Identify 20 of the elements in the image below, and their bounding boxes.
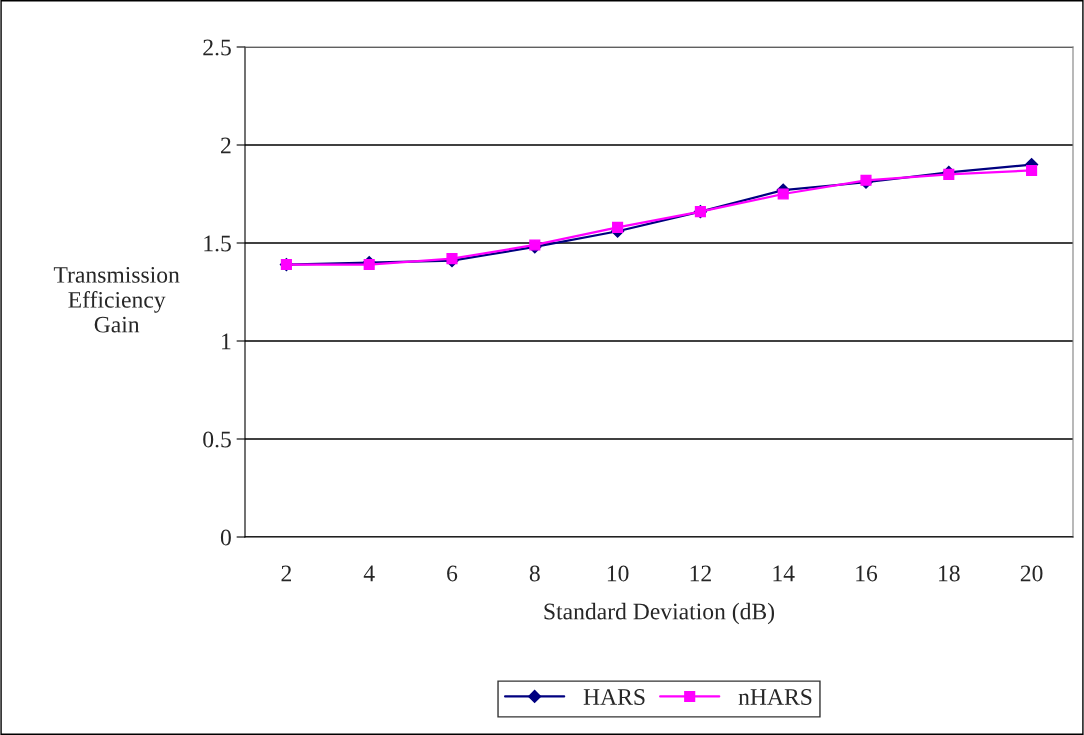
y-tick-label: 2 bbox=[221, 137, 231, 154]
y-tick-label: 0 bbox=[220, 529, 231, 546]
x-tick-label: 20 bbox=[1020, 565, 1043, 582]
x-tick-label: 16 bbox=[856, 565, 878, 582]
y-tick-label: 1.5 bbox=[204, 235, 231, 252]
y-tick-label: 2.5 bbox=[203, 39, 231, 56]
x-tick-label: 2 bbox=[281, 565, 291, 582]
x-axis-title: Standard Deviation (dB) bbox=[544, 602, 775, 625]
x-tick-label: 10 bbox=[607, 565, 629, 582]
legend-label: HARS bbox=[583, 689, 645, 705]
x-tick-label: 18 bbox=[939, 565, 960, 582]
x-tick-label: 12 bbox=[690, 565, 711, 582]
x-tick-label: 8 bbox=[529, 565, 540, 582]
x-tick-label: 4 bbox=[363, 565, 375, 582]
legend-label: nHARS bbox=[738, 689, 812, 705]
y-axis-title: Transmission Efficiency Gain bbox=[53, 266, 180, 333]
y-tick-label: 0.5 bbox=[203, 431, 231, 448]
x-tick-label: 14 bbox=[773, 565, 795, 582]
x-tick-label: 6 bbox=[447, 565, 458, 582]
y-tick-label: 1 bbox=[222, 333, 231, 350]
